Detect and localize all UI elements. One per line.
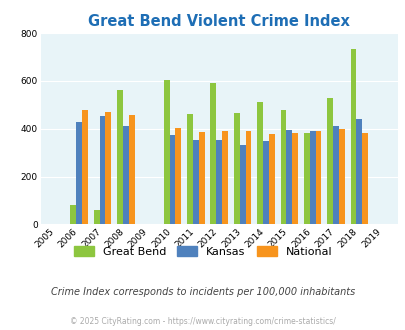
Bar	[105, 112, 111, 224]
Bar	[192, 140, 198, 224]
Bar	[303, 133, 309, 224]
Bar	[292, 133, 297, 224]
Bar	[280, 110, 286, 224]
Bar	[332, 126, 338, 224]
Bar	[350, 49, 356, 224]
Bar	[94, 210, 99, 224]
Bar	[175, 128, 181, 224]
Bar	[356, 119, 361, 224]
Bar	[326, 98, 332, 224]
Bar	[239, 146, 245, 224]
Bar	[187, 114, 192, 224]
Bar	[233, 113, 239, 224]
Bar	[315, 131, 321, 224]
Bar	[256, 102, 262, 224]
Bar	[99, 115, 105, 224]
Bar	[309, 131, 315, 224]
Bar	[169, 135, 175, 224]
Bar	[268, 134, 274, 224]
Title: Great Bend Violent Crime Index: Great Bend Violent Crime Index	[88, 14, 350, 29]
Bar	[117, 90, 123, 224]
Bar	[82, 110, 87, 224]
Legend: Great Bend, Kansas, National: Great Bend, Kansas, National	[69, 242, 336, 261]
Bar	[128, 115, 134, 224]
Bar	[361, 133, 367, 224]
Bar	[163, 80, 169, 224]
Text: Crime Index corresponds to incidents per 100,000 inhabitants: Crime Index corresponds to incidents per…	[51, 287, 354, 297]
Bar	[123, 126, 128, 224]
Bar	[286, 130, 292, 224]
Text: © 2025 CityRating.com - https://www.cityrating.com/crime-statistics/: © 2025 CityRating.com - https://www.city…	[70, 317, 335, 326]
Bar	[76, 122, 82, 224]
Bar	[198, 132, 204, 224]
Bar	[70, 205, 76, 224]
Bar	[210, 83, 216, 224]
Bar	[338, 129, 344, 224]
Bar	[245, 131, 251, 224]
Bar	[222, 131, 228, 224]
Bar	[262, 141, 268, 224]
Bar	[216, 140, 222, 224]
